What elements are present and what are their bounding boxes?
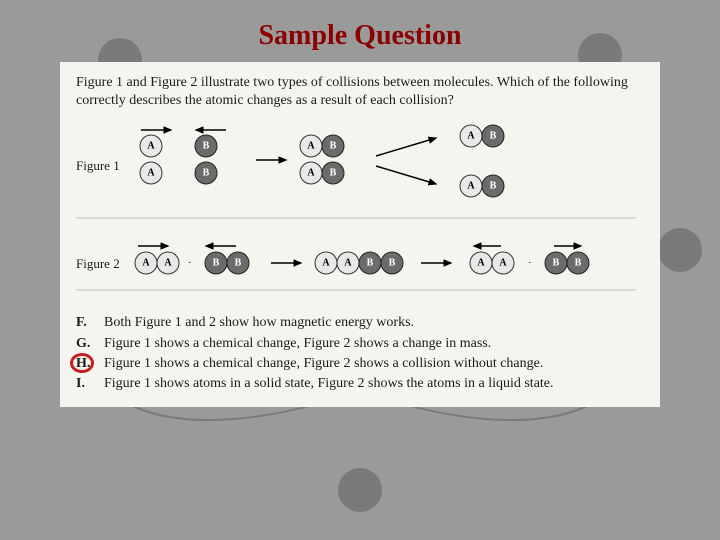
svg-text:A: A xyxy=(467,181,475,192)
svg-text:A: A xyxy=(307,141,315,152)
collision-diagram: A A B B A A B B A B A B A xyxy=(76,118,636,308)
svg-text:B: B xyxy=(330,141,337,152)
option-f: F. Both Figure 1 and 2 show how magnetic… xyxy=(76,314,644,332)
option-letter: I. xyxy=(76,375,104,393)
svg-text:B: B xyxy=(203,141,210,152)
option-h: H. Figure 1 shows a chemical change, Fig… xyxy=(76,355,644,373)
svg-text:A: A xyxy=(322,258,330,269)
figures-container: Figure 1 Figure 2 A A B B A A B B xyxy=(76,118,644,308)
svg-text:A: A xyxy=(142,258,150,269)
svg-text:B: B xyxy=(203,168,210,179)
option-text: Both Figure 1 and 2 show how magnetic en… xyxy=(104,314,644,332)
svg-text:B: B xyxy=(235,258,242,269)
svg-text:·: · xyxy=(188,257,192,269)
svg-text:A: A xyxy=(164,258,172,269)
option-g: G. Figure 1 shows a chemical change, Fig… xyxy=(76,335,644,353)
svg-text:A: A xyxy=(467,131,475,142)
svg-text:B: B xyxy=(553,258,560,269)
svg-text:B: B xyxy=(490,131,497,142)
question-panel: Figure 1 and Figure 2 illustrate two typ… xyxy=(60,62,660,407)
svg-text:B: B xyxy=(490,181,497,192)
svg-text:B: B xyxy=(330,168,337,179)
svg-text:·: · xyxy=(528,257,532,269)
answer-options: F. Both Figure 1 and 2 show how magnetic… xyxy=(76,314,644,393)
svg-text:B: B xyxy=(213,258,220,269)
svg-text:B: B xyxy=(575,258,582,269)
slide-title: Sample Question xyxy=(0,0,720,62)
option-i: I. Figure 1 shows atoms in a solid state… xyxy=(76,375,644,393)
option-text: Figure 1 shows atoms in a solid state, F… xyxy=(104,375,644,393)
option-text: Figure 1 shows a chemical change, Figure… xyxy=(104,335,644,353)
svg-text:B: B xyxy=(389,258,396,269)
option-letter: F. xyxy=(76,314,104,332)
svg-text:A: A xyxy=(307,168,315,179)
svg-text:A: A xyxy=(477,258,485,269)
question-prompt: Figure 1 and Figure 2 illustrate two typ… xyxy=(76,74,644,110)
svg-text:A: A xyxy=(344,258,352,269)
svg-text:A: A xyxy=(499,258,507,269)
option-text: Figure 1 shows a chemical change, Figure… xyxy=(104,355,644,373)
svg-text:A: A xyxy=(147,141,155,152)
svg-text:A: A xyxy=(147,168,155,179)
option-letter: G. xyxy=(76,335,104,353)
correct-answer-indicator xyxy=(70,353,94,373)
svg-text:B: B xyxy=(367,258,374,269)
